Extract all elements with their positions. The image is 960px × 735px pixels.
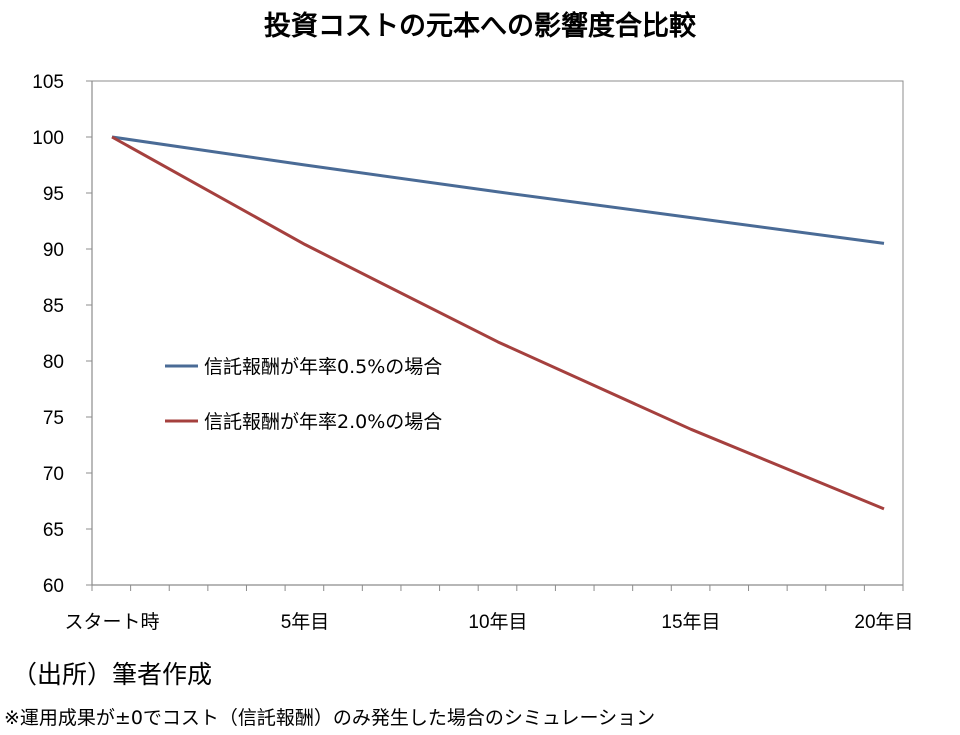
series-line-2	[111, 135, 885, 511]
chart-axes	[91, 80, 904, 586]
y-tick-label: 65	[43, 520, 64, 541]
y-tick-label: 100	[32, 128, 64, 149]
y-tick-label: 70	[43, 464, 64, 485]
x-tick-label: 20年目	[854, 611, 913, 633]
y-tick-label: 95	[43, 184, 64, 205]
y-tick-label: 60	[43, 576, 64, 597]
series-line-1	[111, 135, 885, 245]
x-tick-label: 15年目	[661, 611, 720, 633]
y-tick-label: 90	[43, 240, 64, 261]
x-tick-label: 10年目	[468, 611, 527, 633]
y-tick-label: 75	[43, 408, 64, 429]
x-tick-label: スタート時	[64, 611, 159, 633]
legend-label-1: 信託報酬が年率0.5%の場合	[204, 356, 442, 378]
plot-area-border	[91, 80, 904, 586]
line-chart: 60 65 70 75 80 85 90 95 100 105 スタート時 5年目 10年目 15年目 2…	[32, 72, 914, 633]
y-axis-ticks: 60 65 70 75 80 85 90 95 100 105	[32, 72, 92, 597]
x-tick-label: 5年目	[281, 611, 330, 633]
y-tick-label: 80	[43, 352, 64, 373]
x-axis-ticks: スタート時 5年目 10年目 15年目 20年目	[64, 585, 914, 633]
legend-label-2: 信託報酬が年率2.0%の場合	[204, 411, 442, 433]
footnote: ※運用成果が±0でコスト（信託報酬）のみ発生した場合のシミュレーション	[4, 707, 656, 729]
source-note: （出所）筆者作成	[12, 660, 213, 689]
y-tick-label: 105	[32, 72, 64, 93]
series-layer	[111, 135, 885, 511]
chart-title: 投資コストの元本への影響度合比較	[264, 11, 696, 42]
y-tick-label: 85	[43, 296, 64, 317]
